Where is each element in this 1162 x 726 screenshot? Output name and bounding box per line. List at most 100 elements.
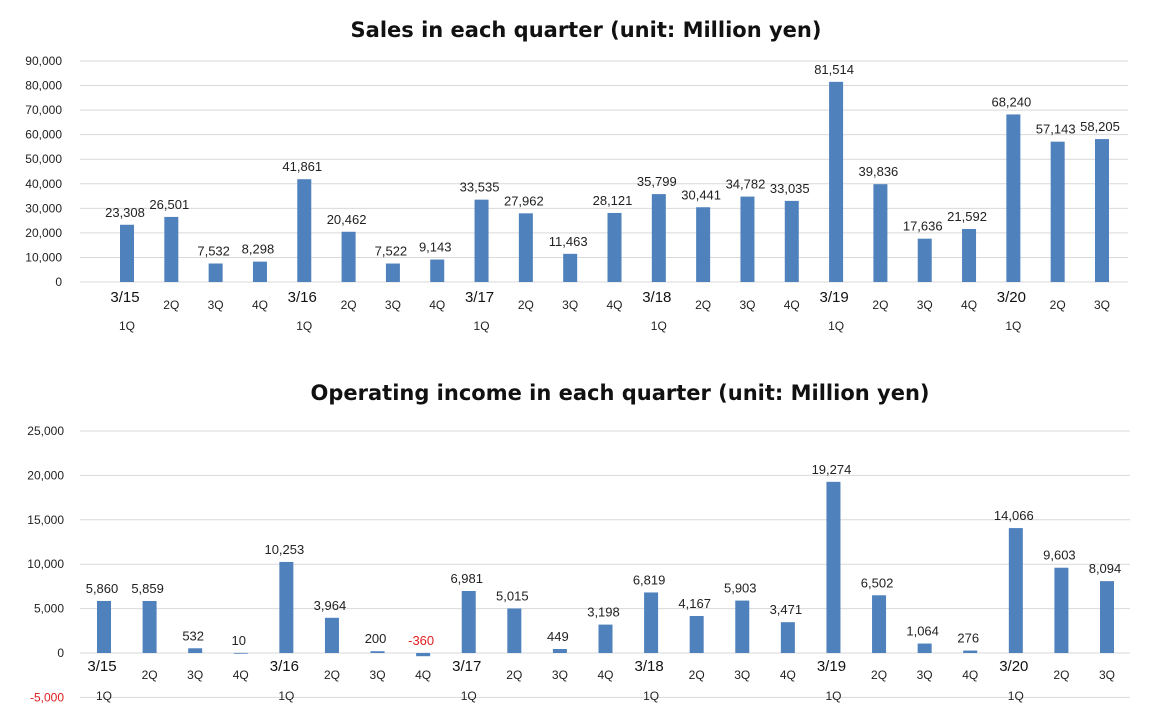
bar: [416, 653, 431, 657]
x-tick-year-label: 3/16: [288, 289, 317, 306]
bar: [430, 259, 445, 282]
x-tick-quarter-label: 1Q: [1008, 689, 1024, 703]
data-label: 23,308: [105, 205, 145, 220]
data-label: 6,819: [633, 572, 666, 587]
bar: [552, 649, 567, 653]
bar: [1054, 567, 1069, 653]
bar: [341, 231, 356, 282]
data-label: 9,603: [1043, 548, 1076, 563]
bar: [963, 650, 978, 653]
data-label: 5,903: [724, 581, 757, 596]
bar: [208, 263, 223, 282]
x-tick-quarter-label: 2Q: [871, 668, 887, 682]
x-tick-quarter-label: 3Q: [917, 298, 933, 312]
y-tick-label: 70,000: [25, 103, 62, 117]
bar: [297, 179, 312, 282]
x-tick-quarter-label: 2Q: [163, 298, 179, 312]
x-tick-quarter-label: 2Q: [872, 298, 888, 312]
data-label: 28,121: [593, 193, 633, 208]
data-label: 1,064: [906, 624, 939, 639]
data-label: 26,501: [149, 197, 189, 212]
bar: [1100, 581, 1114, 653]
bar: [507, 608, 522, 653]
data-label: 6,981: [450, 571, 483, 586]
data-label: 27,962: [504, 193, 544, 208]
data-label: 35,799: [637, 174, 677, 189]
x-tick-quarter-label: 1Q: [825, 689, 841, 703]
bar: [1006, 114, 1021, 282]
x-tick-year-label: 3/16: [270, 658, 299, 675]
data-label: 3,964: [314, 598, 347, 613]
data-label: 276: [957, 631, 979, 646]
bar: [696, 207, 711, 282]
x-tick-quarter-label: 2Q: [142, 668, 158, 682]
x-tick-quarter-label: 4Q: [597, 668, 613, 682]
x-tick-quarter-label: 4Q: [606, 298, 622, 312]
x-tick-quarter-label: 3Q: [370, 668, 386, 682]
x-tick-year-label: 3/19: [817, 658, 846, 675]
bar: [252, 261, 267, 282]
data-label: 81,514: [814, 62, 854, 77]
x-tick-quarter-label: 3Q: [385, 298, 401, 312]
data-label: 17,636: [903, 219, 943, 234]
x-tick-quarter-label: 4Q: [429, 298, 445, 312]
x-tick-year-label: 3/17: [465, 289, 494, 306]
y-tick-label: 5,000: [34, 602, 64, 616]
bar: [829, 81, 844, 282]
data-label: 532: [182, 628, 204, 643]
y-tick-label: 0: [57, 646, 64, 660]
y-tick-label: 80,000: [25, 79, 62, 93]
operating-income-plot-area: -5,000 0 5,000 10,000 15,000 20,000 25,000 5,86…: [27, 424, 1130, 704]
x-tick-quarter-label: 4Q: [962, 668, 978, 682]
y-tick-label: 20,000: [25, 226, 62, 240]
x-tick-quarter-label: 2Q: [1053, 668, 1069, 682]
x-tick-quarter-label: 2Q: [689, 668, 705, 682]
x-tick-quarter-label: 2Q: [341, 298, 357, 312]
x-tick-quarter-label: 2Q: [324, 668, 340, 682]
x-tick-quarter-label: 1Q: [474, 319, 490, 333]
bar: [780, 622, 795, 653]
data-label: 3,198: [587, 605, 620, 620]
bar: [598, 624, 613, 653]
bar: [651, 194, 666, 282]
bar: [474, 199, 489, 282]
x-tick-quarter-label: 4Q: [252, 298, 268, 312]
data-label: 33,535: [460, 180, 500, 195]
y-tick-label: 0: [55, 275, 62, 289]
y-tick-label: 15,000: [27, 513, 64, 527]
bar: [563, 253, 578, 282]
data-label: 58,205: [1080, 119, 1120, 134]
y-tick-label: 60,000: [25, 128, 62, 142]
bar: [97, 600, 111, 653]
x-tick-quarter-label: 4Q: [780, 668, 796, 682]
x-tick-quarter-label: 1Q: [651, 319, 667, 333]
x-tick-quarter-label: 1Q: [119, 319, 135, 333]
x-tick-quarter-label: 3Q: [739, 298, 755, 312]
x-tick-quarter-label: 3Q: [208, 298, 224, 312]
x-tick-quarter-label: 1Q: [461, 689, 477, 703]
x-tick-quarter-label: 1Q: [278, 689, 294, 703]
x-tick-quarter-label: 3Q: [552, 668, 568, 682]
y-tick-label: 30,000: [25, 201, 62, 215]
bar: [1050, 141, 1065, 282]
y-tick-label: 90,000: [25, 54, 62, 68]
bar: [735, 600, 750, 653]
x-tick-quarter-label: 3Q: [1099, 668, 1115, 682]
y-tick-label: 40,000: [25, 177, 62, 191]
x-tick-quarter-label: 1Q: [296, 319, 312, 333]
data-label: 4,167: [678, 596, 711, 611]
data-label: 14,066: [994, 508, 1034, 523]
data-label: 6,502: [861, 575, 894, 590]
data-label: 5,859: [131, 581, 164, 596]
data-label: 200: [365, 631, 387, 646]
data-label: 3,471: [770, 602, 803, 617]
x-tick-year-label: 3/18: [642, 289, 671, 306]
y-tick-label: 25,000: [27, 424, 64, 438]
data-label: 21,592: [947, 209, 987, 224]
bar: [740, 196, 755, 282]
bar: [607, 212, 622, 282]
x-tick-quarter-label: 4Q: [233, 668, 249, 682]
bar: [1095, 139, 1109, 282]
